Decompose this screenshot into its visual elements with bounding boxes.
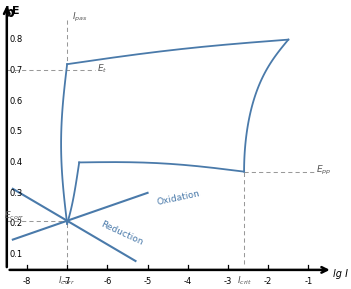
- Text: 0.6: 0.6: [10, 97, 23, 105]
- Text: -4: -4: [184, 277, 192, 286]
- Text: lg I: lg I: [333, 269, 348, 279]
- Text: -5: -5: [144, 277, 152, 286]
- Text: $I_{pas}$: $I_{pas}$: [72, 11, 88, 24]
- Text: -6: -6: [103, 277, 112, 286]
- Text: Reduction: Reduction: [99, 219, 144, 247]
- Text: 0.3: 0.3: [10, 189, 23, 198]
- Text: 0.5: 0.5: [10, 127, 23, 136]
- Text: -3: -3: [224, 277, 232, 286]
- Text: $E_{corr}$: $E_{corr}$: [4, 210, 24, 222]
- Text: 0.1: 0.1: [10, 250, 23, 259]
- Text: 0.4: 0.4: [10, 158, 23, 167]
- Text: -7: -7: [63, 277, 71, 286]
- Text: $E_{t}$: $E_{t}$: [97, 62, 108, 75]
- Text: $I_{corr}$: $I_{corr}$: [58, 275, 76, 287]
- Text: E: E: [12, 6, 19, 16]
- Text: 0.8: 0.8: [10, 35, 23, 44]
- Text: $I_{crit}$: $I_{crit}$: [237, 275, 252, 287]
- Text: Oxidation: Oxidation: [155, 189, 200, 207]
- Text: b: b: [5, 6, 15, 20]
- Text: -2: -2: [264, 277, 272, 286]
- Text: 0.7: 0.7: [10, 66, 23, 75]
- Text: $E_{pp}$: $E_{pp}$: [316, 164, 331, 177]
- Text: 0.2: 0.2: [10, 219, 23, 228]
- Text: -8: -8: [23, 277, 31, 286]
- Text: -1: -1: [304, 277, 312, 286]
